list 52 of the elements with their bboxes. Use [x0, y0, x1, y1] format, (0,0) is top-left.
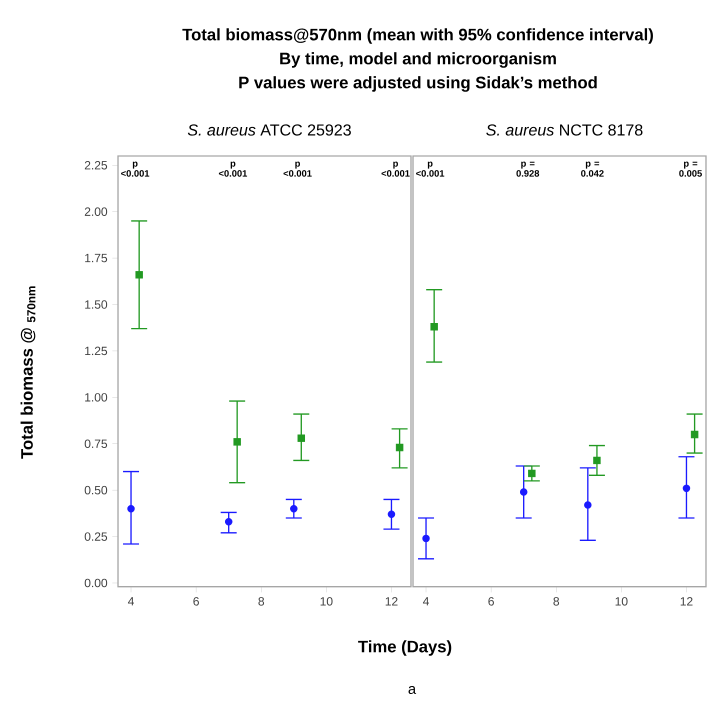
annotation: p = 0.928 [516, 162, 540, 177]
text: P values were adjusted using Sidak’s method [239, 76, 597, 92]
x-tick-label: 8 [553, 597, 560, 606]
x-tick-label: 10 [616, 597, 628, 606]
y-tick-label: 0.75 [84, 439, 108, 448]
point [388, 510, 396, 518]
text: a [408, 686, 416, 694]
annotation: p <0.001 [121, 162, 150, 177]
point [430, 323, 438, 331]
y-tick-label: 0.25 [84, 532, 108, 541]
y-tick-label: 0.50 [84, 486, 108, 494]
y-tick-label: 1.50 [85, 300, 108, 309]
annotation: p <0.001 [382, 162, 410, 177]
x-tick-label: 6 [193, 597, 199, 606]
point [224, 518, 232, 526]
annotation: p = 0.005 [679, 162, 702, 177]
point [682, 484, 690, 492]
point [690, 430, 698, 438]
point [584, 501, 592, 509]
point [127, 504, 135, 512]
text: By time, model and microorganism [280, 52, 556, 68]
y-tick-label: 1.75 [85, 254, 108, 262]
x-tick-label: 4 [128, 597, 134, 606]
y-tick-label: 1.00 [85, 393, 108, 402]
x-tick-label: 8 [258, 597, 264, 606]
chart-title: Total biomass@570nm (mean with 95% confidence interval) [182, 28, 653, 44]
annotation: p <0.001 [218, 162, 248, 177]
y-tick-label: 2.25 [84, 161, 108, 170]
point [135, 271, 143, 279]
point [298, 434, 306, 442]
point [396, 444, 404, 452]
chart-subtitle: S. aureus NCTC 8178 [486, 124, 642, 136]
chart-subtitle: S. aureus ATCC 25923 [188, 124, 351, 136]
y-tick-label: 2.00 [84, 207, 108, 216]
y-tick-label: 0.00 [84, 578, 108, 588]
x-tick-label: 10 [320, 597, 333, 606]
point [520, 488, 528, 496]
y-axis-title: Total biomass @ $_{570nm}$ [20, 286, 36, 459]
annotation: p = 0.042 [581, 162, 604, 177]
annotation: p <0.001 [416, 162, 444, 177]
point [422, 534, 430, 542]
point [233, 438, 241, 446]
annotation: p <0.001 [284, 162, 312, 177]
x-tick-label: 12 [680, 597, 693, 606]
x-tick-label: 12 [386, 597, 398, 606]
x-axis-title: Time (Days) [358, 640, 452, 656]
point [593, 456, 601, 464]
x-tick-label: 4 [422, 597, 430, 606]
point [290, 504, 298, 512]
y-tick-label: 1.25 [85, 346, 108, 356]
point [528, 470, 536, 478]
x-tick-label: 6 [488, 597, 494, 606]
